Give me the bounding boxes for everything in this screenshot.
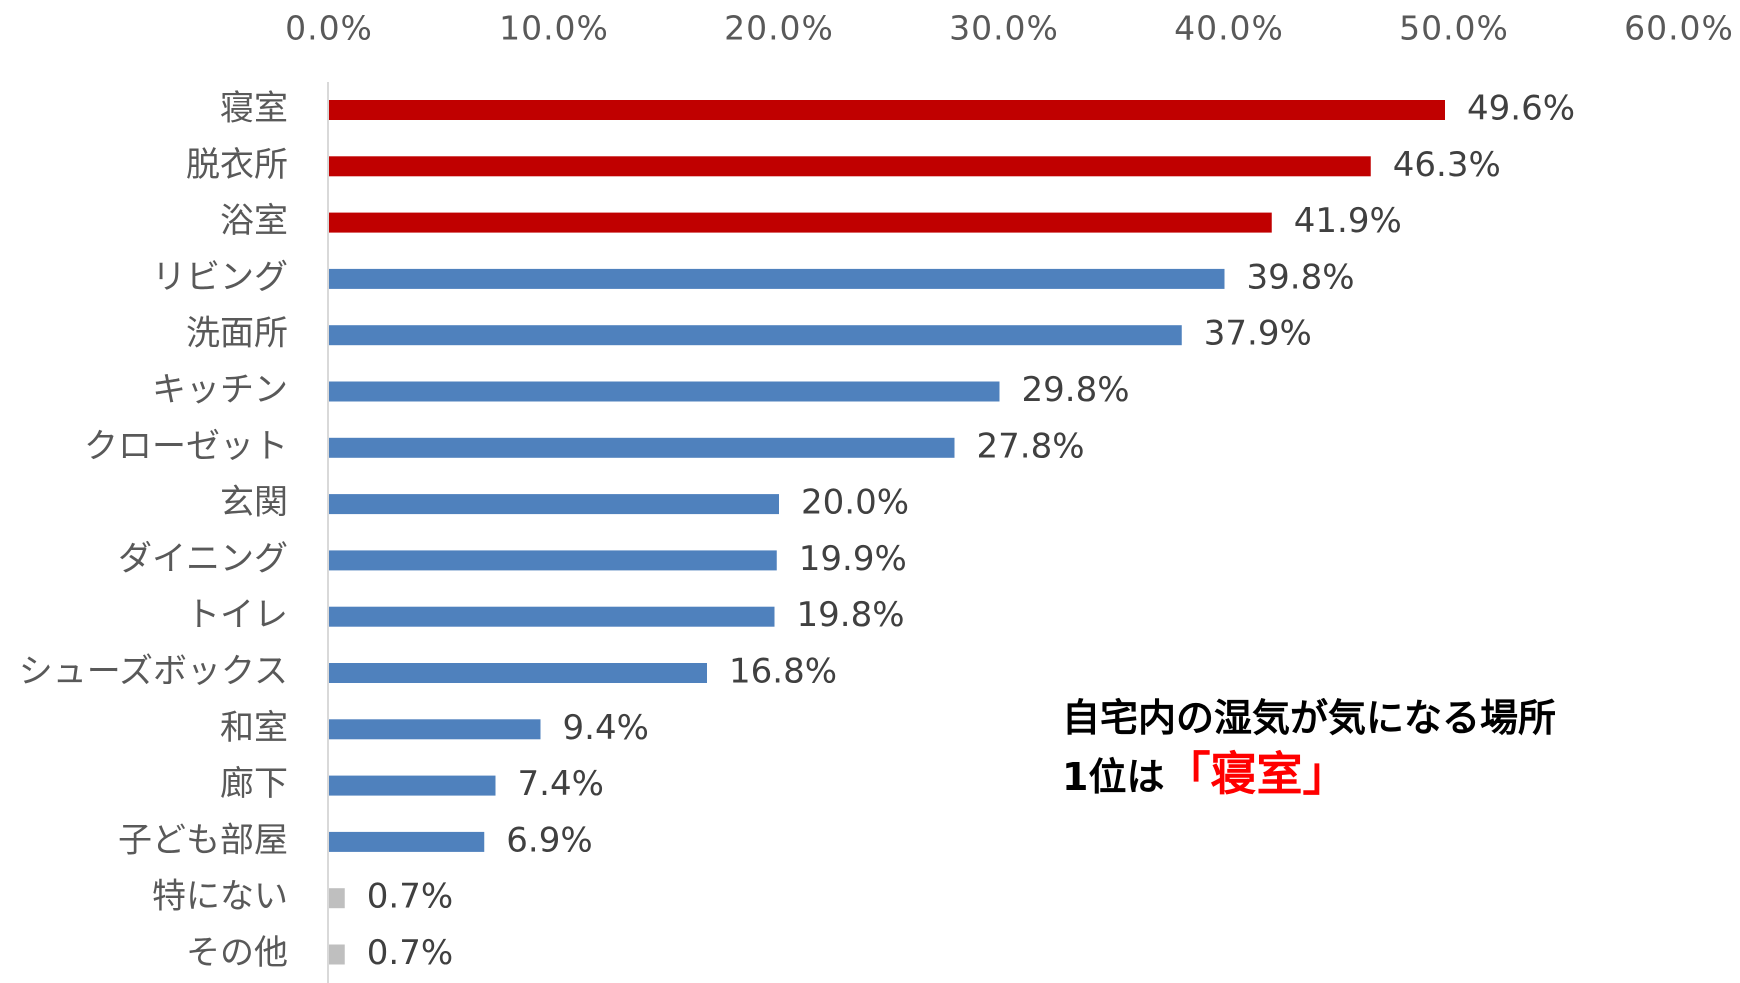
value-labels: 49.6% 46.3% 41.9% 39.8% 37.9% 29.8% 27.8% 20.0%… [367,89,1575,974]
category-label: シューズボックス [19,652,288,692]
annotation-line2-prefix: 1位は [1062,755,1165,799]
value-label: 41.9% [1294,201,1402,241]
bar [329,156,1371,177]
category-labels: 寝室脱衣所浴室リビング洗面所キッチンクローゼット玄関ダイニングトイレシューズボッ… [19,89,288,974]
value-label: 0.7% [367,877,453,917]
category-label: 廊下 [220,764,288,804]
bar [329,494,779,515]
category-label: 洗面所 [186,314,288,354]
annotation-line2: 1位は「寝室」 [1062,746,1556,805]
bar [329,381,1000,402]
category-label: 浴室 [220,201,288,241]
category-label: 和室 [220,708,288,748]
category-label: その他 [186,933,288,973]
bar [329,212,1272,233]
bar [329,719,541,740]
value-label: 16.8% [729,652,837,692]
value-label: 7.4% [518,764,604,804]
bar [329,325,1182,346]
value-label: 19.8% [797,595,905,635]
value-label: 39.8% [1247,257,1355,297]
category-label: トイレ [186,595,288,635]
category-label: 子ども部屋 [118,820,288,860]
chart-annotation: 自宅内の湿気が気になる場所 1位は「寝室」 [1062,690,1556,805]
bar [329,437,955,458]
bar [329,100,1445,120]
x-tick-label: 10.0% [499,9,609,48]
bars [329,100,1445,965]
bar [329,606,775,627]
annotation-line1: 自宅内の湿気が気になる場所 [1062,696,1557,740]
bar [329,775,496,796]
value-label: 29.8% [1022,370,1130,410]
category-label: 寝室 [220,89,288,129]
x-tick-label: 0.0% [285,9,373,48]
x-tick-label: 50.0% [1399,9,1509,48]
value-label: 19.9% [799,539,907,579]
bar [329,888,345,909]
x-axis-ticks: 0.0% 10.0% 20.0% 30.0% 40.0% 50.0% 60.0% [285,9,1734,48]
value-label: 27.8% [977,426,1085,466]
category-label: 脱衣所 [186,145,288,185]
x-tick-label: 30.0% [949,9,1059,48]
category-label: クローゼット [84,426,288,466]
bar [329,944,345,965]
bar [329,831,485,852]
category-label: 特にない [152,877,288,917]
bar [329,268,1225,289]
category-label: ダイニング [118,539,288,579]
bar [329,663,707,683]
annotation-highlight: 「寝室」 [1164,747,1349,801]
x-tick-label: 20.0% [724,9,834,48]
value-label: 6.9% [506,820,592,860]
x-tick-label: 40.0% [1174,9,1284,48]
value-label: 49.6% [1467,89,1575,129]
category-label: キッチン [152,370,288,410]
value-label: 9.4% [563,708,649,748]
value-label: 46.3% [1393,145,1501,185]
bar [329,550,777,571]
category-label: リビング [152,257,288,297]
value-label: 0.7% [367,933,453,973]
x-tick-label: 60.0% [1624,9,1734,48]
category-label: 玄関 [220,483,288,523]
value-label: 20.0% [801,483,909,523]
value-label: 37.9% [1204,314,1312,354]
